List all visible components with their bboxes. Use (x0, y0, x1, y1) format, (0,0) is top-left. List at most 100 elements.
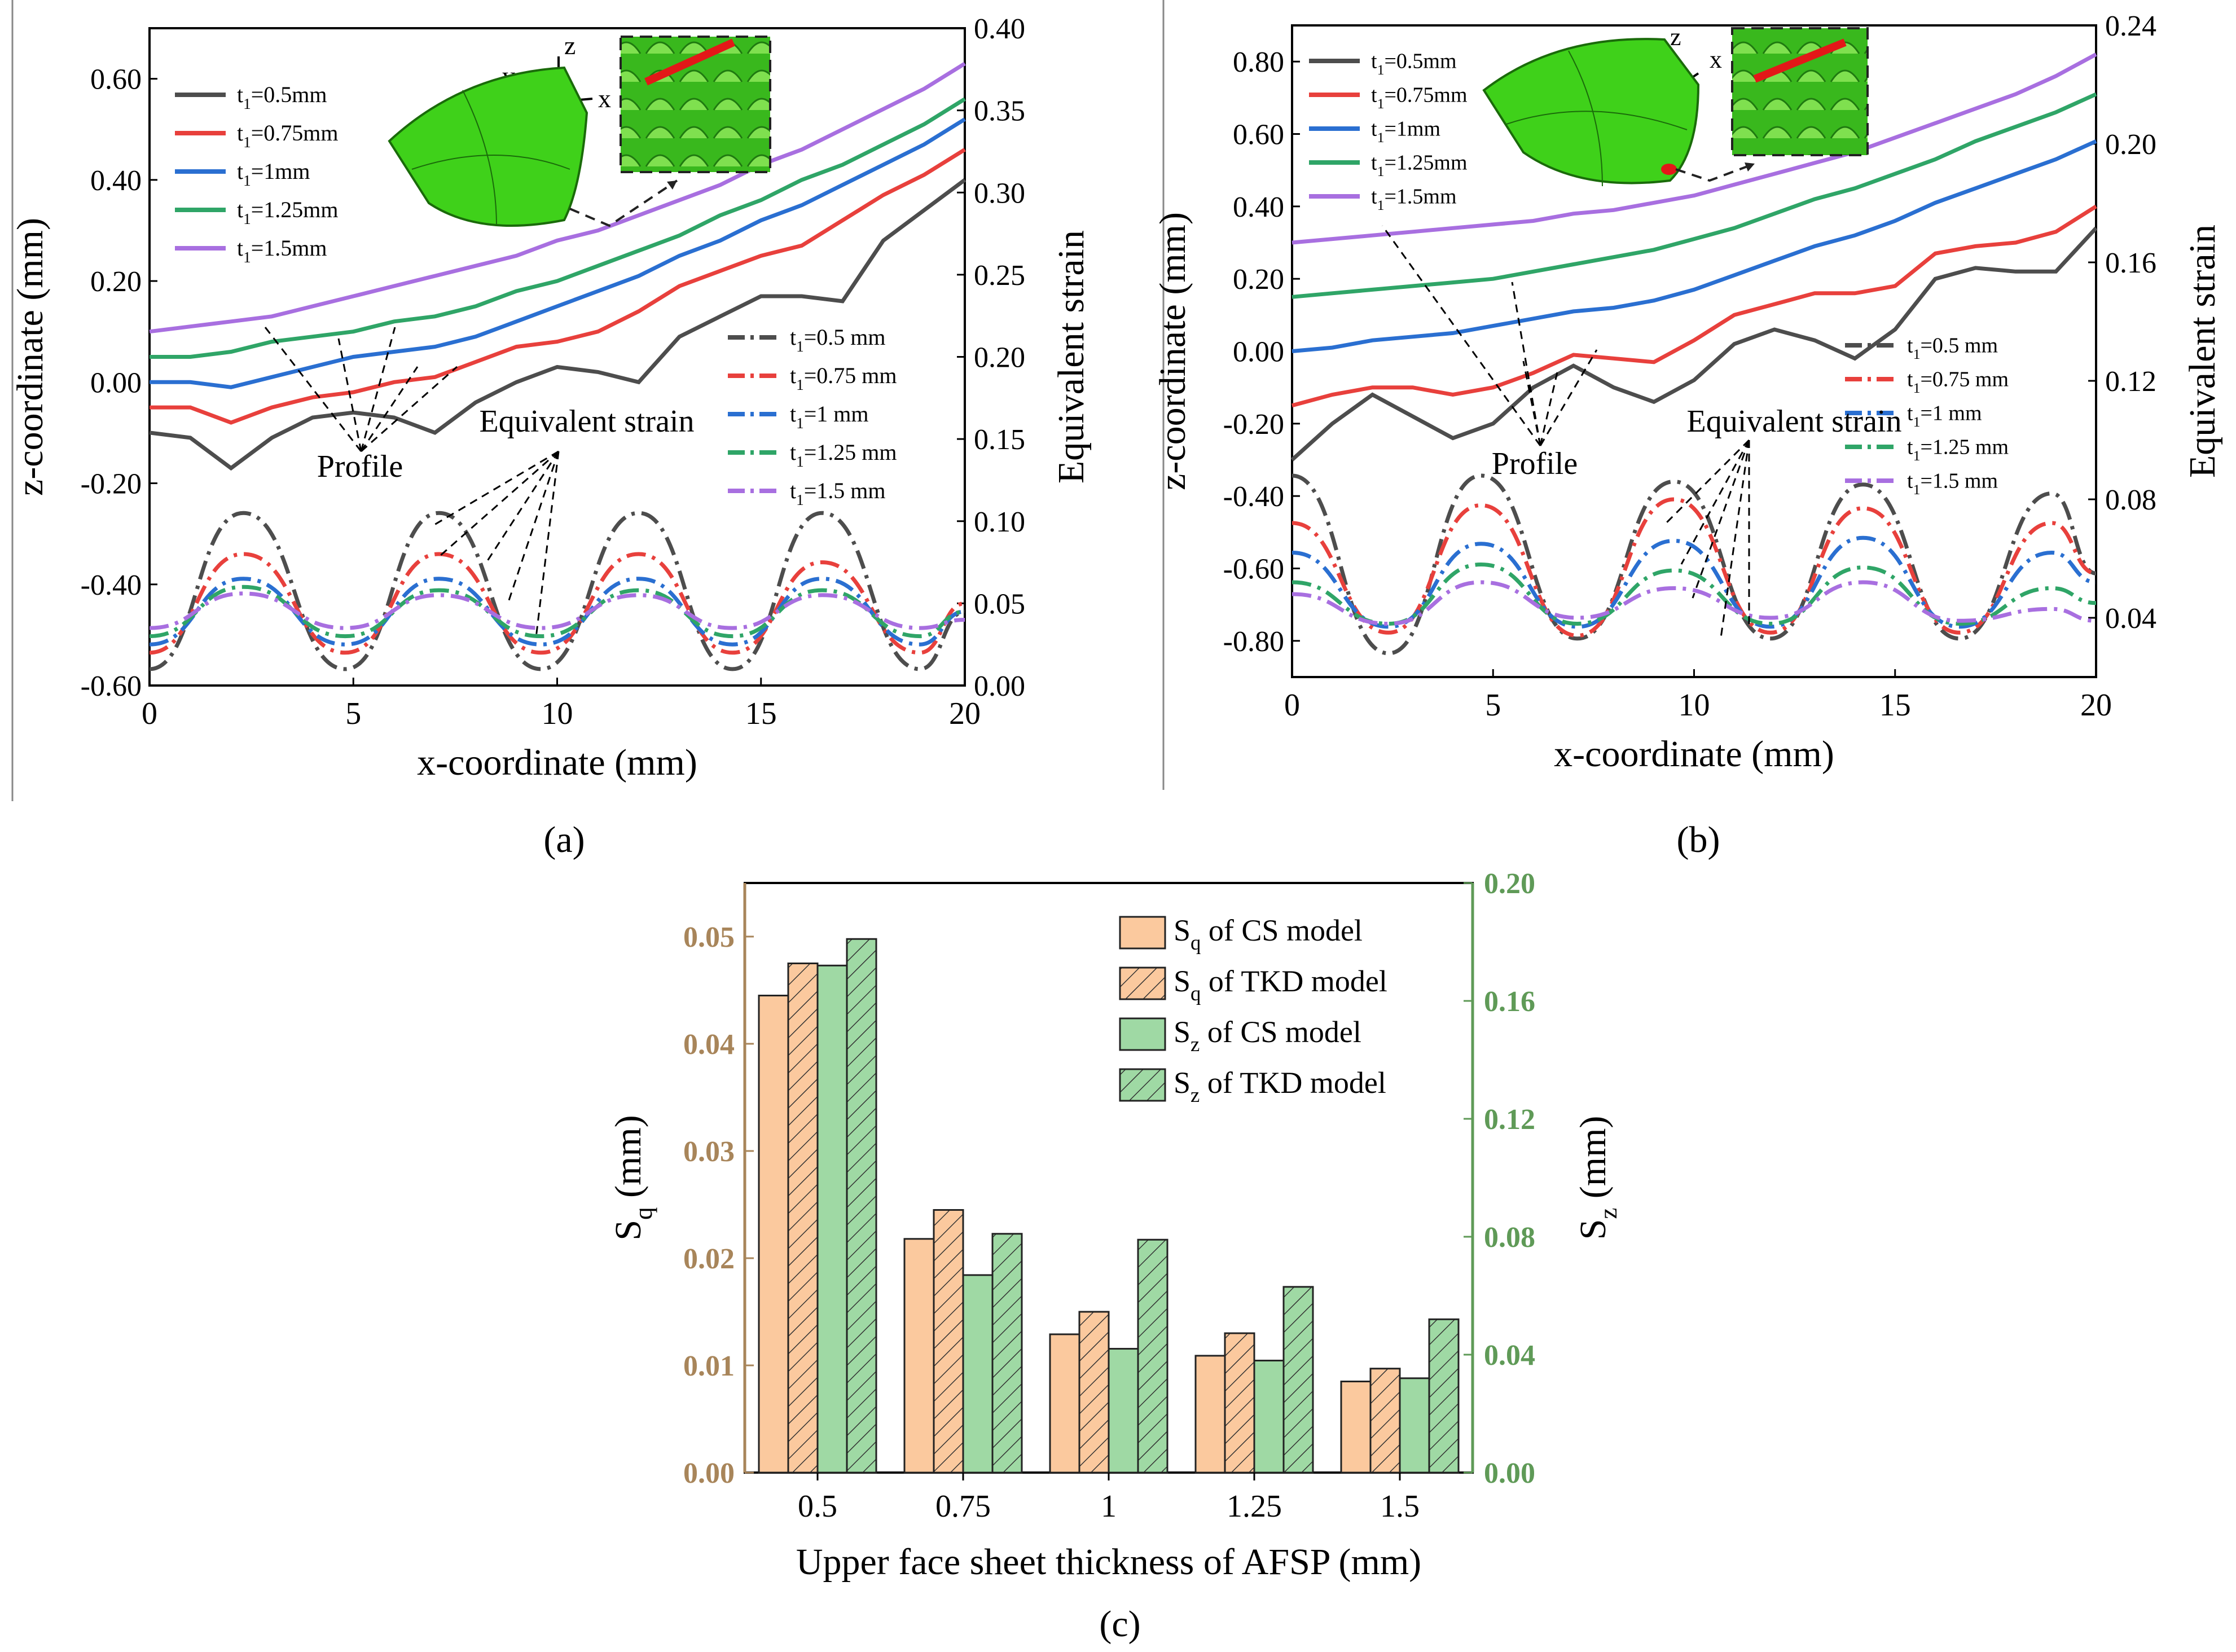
legend-label-b-strain-2-rest: =1 mm (1920, 402, 1982, 425)
strain-line-a-0 (149, 511, 965, 671)
inset-model-a (388, 36, 771, 227)
profile-line-a-3 (150, 97, 966, 359)
y-tick-label-c: 0.00 (683, 1457, 735, 1490)
legend-label-b-strain-0-rest: =0.5 mm (1920, 334, 1998, 358)
legend-label-c-2: Sz of CS model (1174, 1015, 1361, 1056)
strain-leader-b-2 (1692, 440, 1750, 599)
legend-label-b-profile-0-base: t (1371, 50, 1377, 73)
y-tick-label-b: -0.40 (1223, 481, 1284, 513)
legend-label-b-strain-3-base: t (1907, 436, 1913, 459)
bar-3-2 (1137, 1238, 1168, 1474)
y-tick-label-a: -0.60 (81, 670, 142, 702)
legend-label-a-profile-4-sub: 1 (243, 249, 251, 266)
profile-leader-b-2 (1522, 361, 1541, 446)
x-tick-label-a: 10 (542, 696, 573, 731)
legend-label-a-strain-2-rest: =1 mm (804, 401, 869, 427)
legend-label-a-profile-1: t1=0.75mm (237, 120, 339, 151)
legend-label-a-strain-2-base: t (790, 401, 796, 427)
legend-label-b-profile-4-base: t (1371, 185, 1377, 209)
legend-label-b-strain-1-base: t (1907, 368, 1913, 392)
legend-label-b-profile-3: t1=1.25mm (1371, 151, 1468, 179)
x-tick-label-c-3: 1.25 (1227, 1489, 1282, 1524)
profile-line-b-0 (1290, 226, 2098, 462)
legend-label-b-strain-1-sub: 1 (1913, 380, 1921, 396)
bar-3-0 (846, 938, 877, 1474)
bar-2-3 (1253, 1359, 1285, 1474)
y2-tick-label-b: 0.24 (2105, 10, 2156, 42)
bar-0-1 (903, 1238, 935, 1474)
legend-label-a-strain-1-base: t (790, 363, 796, 388)
legend-label-a-strain-1-sub: 1 (796, 376, 804, 393)
legend-label-a-strain-0: t1=0.5 mm (790, 324, 886, 355)
legend-label-a-profile-0-base: t (237, 82, 243, 107)
legend-label-a-profile-4: t1=1.5mm (237, 235, 327, 266)
axis-x-a: x (598, 84, 611, 113)
profile-line-b-4 (1291, 52, 2097, 245)
legend-label-b-strain-3: t1=1.25 mm (1907, 436, 2009, 464)
legend-label-c-1-sub: q (1191, 982, 1201, 1005)
panel-c: 0.00 0.01 0.02 0.03 0.04 0.05 0.00 0.04 0.08 0.12… (608, 868, 1622, 1645)
y-tick-label-b: 0.80 (1233, 46, 1284, 78)
y2-tick-label-b: 0.12 (2105, 366, 2156, 398)
y2-tick-label-c: 0.12 (1484, 1104, 1535, 1136)
y2-tick-label-a: 0.25 (974, 260, 1025, 292)
bar-0-3 (1194, 1355, 1226, 1474)
legend-label-b-strain-2: t1=1 mm (1907, 402, 1982, 430)
legend-label-a-strain-2: t1=1 mm (790, 401, 869, 432)
bar-1-4 (1369, 1368, 1401, 1474)
legend-label-b-profile-2-rest: =1mm (1384, 117, 1440, 141)
legend-label-b-profile-2: t1=1mm (1371, 117, 1440, 146)
legend-label-a-profile-2-rest: =1mm (251, 159, 310, 184)
bar-3-4 (1428, 1318, 1460, 1474)
x-axis-label-c: Upper face sheet thickness of AFSP (mm) (796, 1541, 1421, 1583)
y2-tick-label-c: 0.04 (1484, 1339, 1535, 1372)
x-tick-label-b: 10 (1679, 688, 1710, 723)
legend-label-a-strain-0-base: t (790, 324, 796, 350)
y2-tick-label-a: 0.40 (974, 13, 1025, 45)
legend-label-b-profile-3-base: t (1371, 151, 1377, 175)
x-tick-label-b: 15 (1879, 688, 1911, 723)
legend-label-b-strain-4: t1=1.5 mm (1907, 469, 1998, 498)
legend-label-c-0: Sq of CS model (1174, 913, 1363, 954)
legend-label-b-strain-0-base: t (1907, 334, 1913, 358)
y-tick-label-a: -0.40 (81, 569, 142, 601)
y-tick-label-c: 0.05 (683, 921, 735, 954)
legend-label-b-profile-1-sub: 1 (1377, 95, 1385, 112)
legend-label-a-profile-4-base: t (237, 235, 243, 261)
legend-label-a-strain-3: t1=1.25 mm (790, 440, 897, 470)
y-axis-label-c-base: S (608, 1220, 649, 1241)
y-axis-label-c: Sq (mm) (608, 1115, 657, 1240)
y-tick-label-a: 0.40 (90, 165, 142, 197)
legend-label-b-profile-0: t1=0.5mm (1371, 50, 1457, 78)
legend-label-a-strain-3-base: t (790, 440, 796, 465)
bar-1-0 (787, 963, 819, 1474)
legend-label-b-strain-0: t1=0.5 mm (1907, 334, 1998, 362)
axis-z-a: z (564, 31, 576, 60)
legend-label-c-0-rest: of CS model (1201, 913, 1363, 947)
y2-tick-label-c: 0.16 (1484, 986, 1535, 1018)
x-tick-label-a: 5 (345, 696, 361, 731)
bar-2-1 (962, 1274, 994, 1474)
legend-label-b-profile-2-base: t (1371, 117, 1377, 141)
y2-axis-label-c: Sz (mm) (1572, 1116, 1622, 1240)
legend-label-a-profile-3: t1=1.25mm (237, 197, 339, 227)
annotation-profile-b: Profile (1492, 446, 1578, 481)
profile-leader-b-1 (1511, 282, 1541, 446)
bar-3-1 (991, 1233, 1023, 1474)
legend-label-c-2-sub: z (1191, 1032, 1200, 1056)
y2-tick-label-b: 0.04 (2105, 603, 2156, 635)
strain-leader-a-0 (434, 450, 559, 526)
legend-label-b-profile-2-sub: 1 (1377, 129, 1385, 146)
profile-line-a-2 (150, 117, 966, 389)
x-axis-label-a: x-coordinate (mm) (417, 742, 697, 783)
strain-leader-b-0 (1663, 439, 1750, 526)
y-tick-label-b: 0.20 (1233, 263, 1284, 296)
legend-label-a-profile-0-rest: =0.5mm (251, 82, 327, 107)
strain-line-b-4 (1291, 580, 2097, 626)
x-tick-label-c-0: 0.5 (798, 1489, 837, 1524)
panel-b: 0 5 10 15 20 -0.80 -0.60 -0.40 -0.20 0.00 0.20 0.40… (1152, 10, 2223, 860)
legend-label-b-profile-4: t1=1.5mm (1371, 185, 1457, 213)
y-tick-label-c: 0.03 (683, 1136, 735, 1168)
legend-label-b-strain-3-sub: 1 (1913, 447, 1921, 464)
